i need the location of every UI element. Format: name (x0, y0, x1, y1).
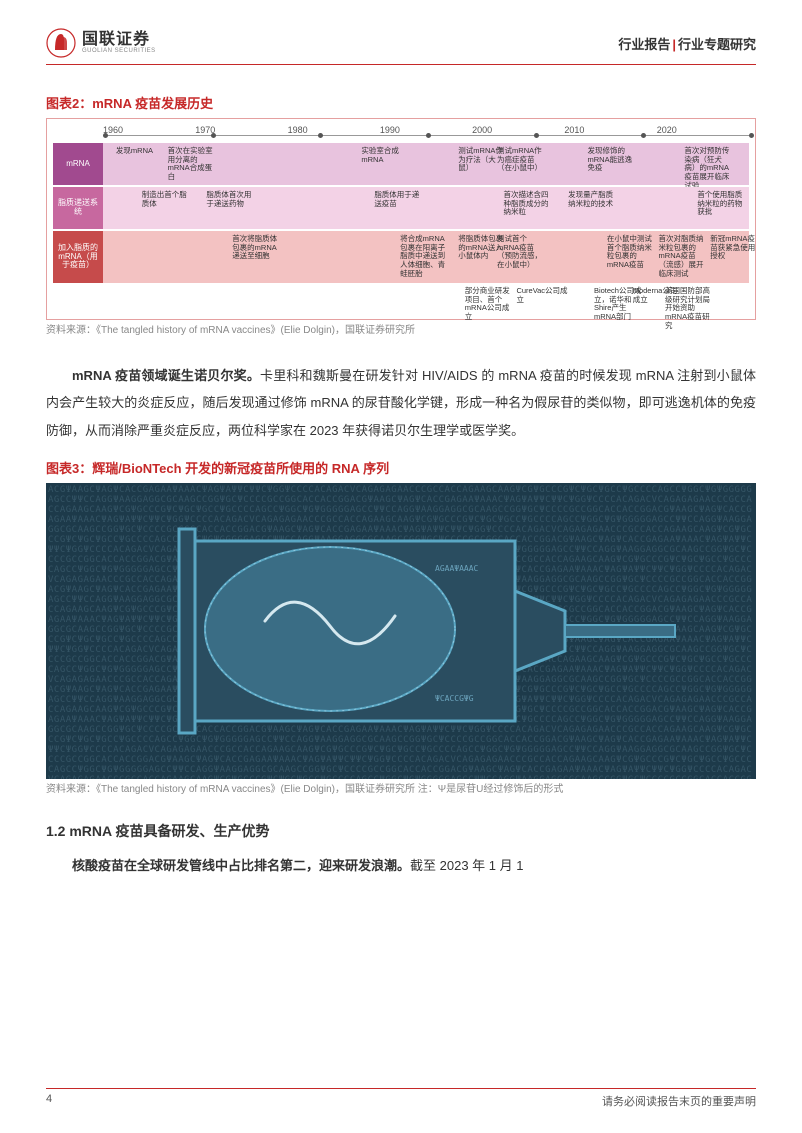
timeline-tick (211, 133, 216, 138)
timeline-band: 制造出首个脂质体脂质体首次用于递送药物 脂质体用于递送疫苗 首次描述含四种脂质成分的… (103, 187, 749, 229)
svg-text:AGAAΨAAAC: AGAAΨAAAC (435, 564, 479, 573)
timeline-tick (749, 133, 754, 138)
timeline-event: 制造出首个脂质体 (142, 191, 190, 208)
timeline-tick (318, 133, 323, 138)
timeline-event: 首次描述含四种脂质成分的纳米粒 (504, 191, 552, 217)
page-footer: 4 请务必阅读报告末页的重要声明 (0, 1088, 802, 1109)
timeline-tick (103, 133, 108, 138)
timeline-event: 测试首个mRNA疫苗（预防流感，在小鼠中） (497, 235, 545, 270)
timeline-year: 1970 (195, 125, 287, 135)
timeline-tick (641, 133, 646, 138)
timeline-event: 测试mRNA作为癌症疫苗（在小鼠中） (497, 147, 545, 173)
timeline-row-label: 加入脂质的mRNA（用于疫苗） (53, 231, 103, 283)
para2-rest: 截至 2023 年 1 月 1 (410, 858, 523, 873)
timeline-row: 脂质递送系统 制造出首个脂质体脂质体首次用于递送药物 脂质体用于递送疫苗 首次描述含四… (53, 187, 749, 229)
timeline-band: 发现mRNA 首次在实验室用分离的mRNA合成蛋白 实验室合成mRNA 测试mRNA作… (103, 143, 749, 185)
fig3-title: 图表3：辉瑞/BioNTech 开发的新冠疫苗所使用的 RNA 序列 (46, 458, 756, 477)
para2-lead: 核酸疫苗在全球研发管线中占比排名第二，迎来研发浪潮。 (72, 858, 410, 873)
timeline-event: 将合成mRNA包裹在阳离子脂质中递送到人体细胞、青蛙胚胎 (400, 235, 448, 278)
timeline-row-label: 脂质递送系统 (53, 187, 103, 229)
timeline-event: 脂质体首次用于递送药物 (206, 191, 254, 208)
timeline-year: 1980 (288, 125, 380, 135)
timeline-tick (534, 133, 539, 138)
fig2-chart: 1960197019801990200020102020 mRNA发现mRNA首… (46, 118, 756, 320)
fig2-source: 资料来源：《The tangled history of mRNA vaccin… (46, 324, 756, 338)
timeline-band: 首次将脂质体包裹的mRNA递送至细胞 将合成mRNA包裹在阳离子脂质中递送到人体细… (103, 231, 749, 283)
timeline-axis-line (103, 135, 749, 141)
logo: 国联证券 GUOLIAN SECURITIES (46, 28, 156, 58)
header-category: 行业报告|行业专题研究 (618, 34, 756, 53)
paragraph-nobel: mRNA 疫苗领域诞生诺贝尔奖。卡里科和魏斯曼在研发针对 HIV/AIDS 的 … (46, 362, 756, 444)
timeline-year: 1960 (103, 125, 195, 135)
header-cat-b: 行业专题研究 (678, 37, 756, 52)
timeline-event: 首次对预防传染病（狂犬病）的mRNA疫苗展开临床试验 (684, 147, 732, 190)
header-cat-a: 行业报告 (618, 37, 670, 52)
header-rule (46, 64, 756, 65)
timeline-event: 首次在实验室用分离的mRNA合成蛋白 (168, 147, 216, 182)
timeline-event: 在小鼠中测试首个脂质纳米粒包裹的mRNA疫苗 (607, 235, 655, 270)
timeline-footnote-event: CureVac公司成立 (516, 287, 568, 304)
timeline-rows: mRNA 发现mRNA 首次在实验室用分离的mRNA合成蛋白 实验室合成mRNA 测试m… (53, 143, 749, 283)
logo-text-en: GUOLIAN SECURITIES (82, 48, 156, 54)
timeline-footnotes: 部分商业研发项目、首个mRNA公司成立CureVac公司成立Biotech公司成… (103, 285, 749, 315)
timeline-tick (426, 133, 431, 138)
page-number: 4 (46, 1093, 52, 1109)
footer-disclaimer: 请务必阅读报告末页的重要声明 (602, 1093, 756, 1109)
timeline-event: 脂质体用于递送疫苗 (374, 191, 422, 208)
fig3-illustration: ACGΨAAGCΨAGΨCACCGAGAAΨAAACΨAGΨAΨΨCΨΨCΨGG… (46, 483, 756, 779)
timeline-event: 发现mRNA (116, 147, 164, 156)
page-header: 国联证券 GUOLIAN SECURITIES 行业报告|行业专题研究 (46, 28, 756, 58)
timeline-row-label: mRNA (53, 143, 103, 185)
timeline-row: mRNA 发现mRNA 首次在实验室用分离的mRNA合成蛋白 实验室合成mRNA 测试m… (53, 143, 749, 185)
timeline-row: 加入脂质的mRNA（用于疫苗） 首次将脂质体包裹的mRNA递送至细胞 将合成mRNA… (53, 231, 749, 283)
fig2-title: 图表2：mRNA 疫苗发展历史 (46, 93, 756, 112)
timeline-event: 发现量产脂质纳米粒的技术 (568, 191, 616, 208)
timeline-event: 发现修饰的mRNA能逃逸免疫 (588, 147, 636, 173)
para1-lead: mRNA 疫苗领域诞生诺贝尔奖。 (72, 368, 260, 383)
timeline-footnote-event: 美国国防部高级研究计划局开始资助mRNA疫苗研究 (665, 287, 717, 330)
fig3-source: 资料来源：《The tangled history of mRNA vaccin… (46, 783, 756, 797)
logo-icon (46, 28, 76, 58)
timeline-event: 首次对脂质纳米粒包裹的mRNA疫苗（流感）展开临床测试 (659, 235, 707, 278)
svg-text:ΨCACCGΨG: ΨCACCGΨG (435, 694, 474, 703)
timeline-event: 新冠mRNA疫苗获紧急使用授权 (710, 235, 758, 261)
timeline-event: 实验室合成mRNA (361, 147, 409, 164)
header-separator: | (670, 37, 678, 52)
timeline-year: 2020 (657, 125, 749, 135)
timeline-year: 2000 (472, 125, 564, 135)
section-1-2-heading: 1.2 mRNA 疫苗具备研发、生产优势 (46, 821, 756, 841)
syringe-icon: AGAAΨAAAC ΨCACCGΨG (135, 501, 695, 761)
timeline-event: 首次将脂质体包裹的mRNA递送至细胞 (232, 235, 280, 261)
paragraph-pipeline: 核酸疫苗在全球研发管线中占比排名第二，迎来研发浪潮。截至 2023 年 1 月 … (46, 853, 756, 879)
timeline-footnote-event: 部分商业研发项目、首个mRNA公司成立 (465, 287, 517, 322)
timeline-event: 首个使用脂质纳米粒的药物获批 (697, 191, 745, 217)
logo-text-cn: 国联证券 (82, 32, 156, 48)
